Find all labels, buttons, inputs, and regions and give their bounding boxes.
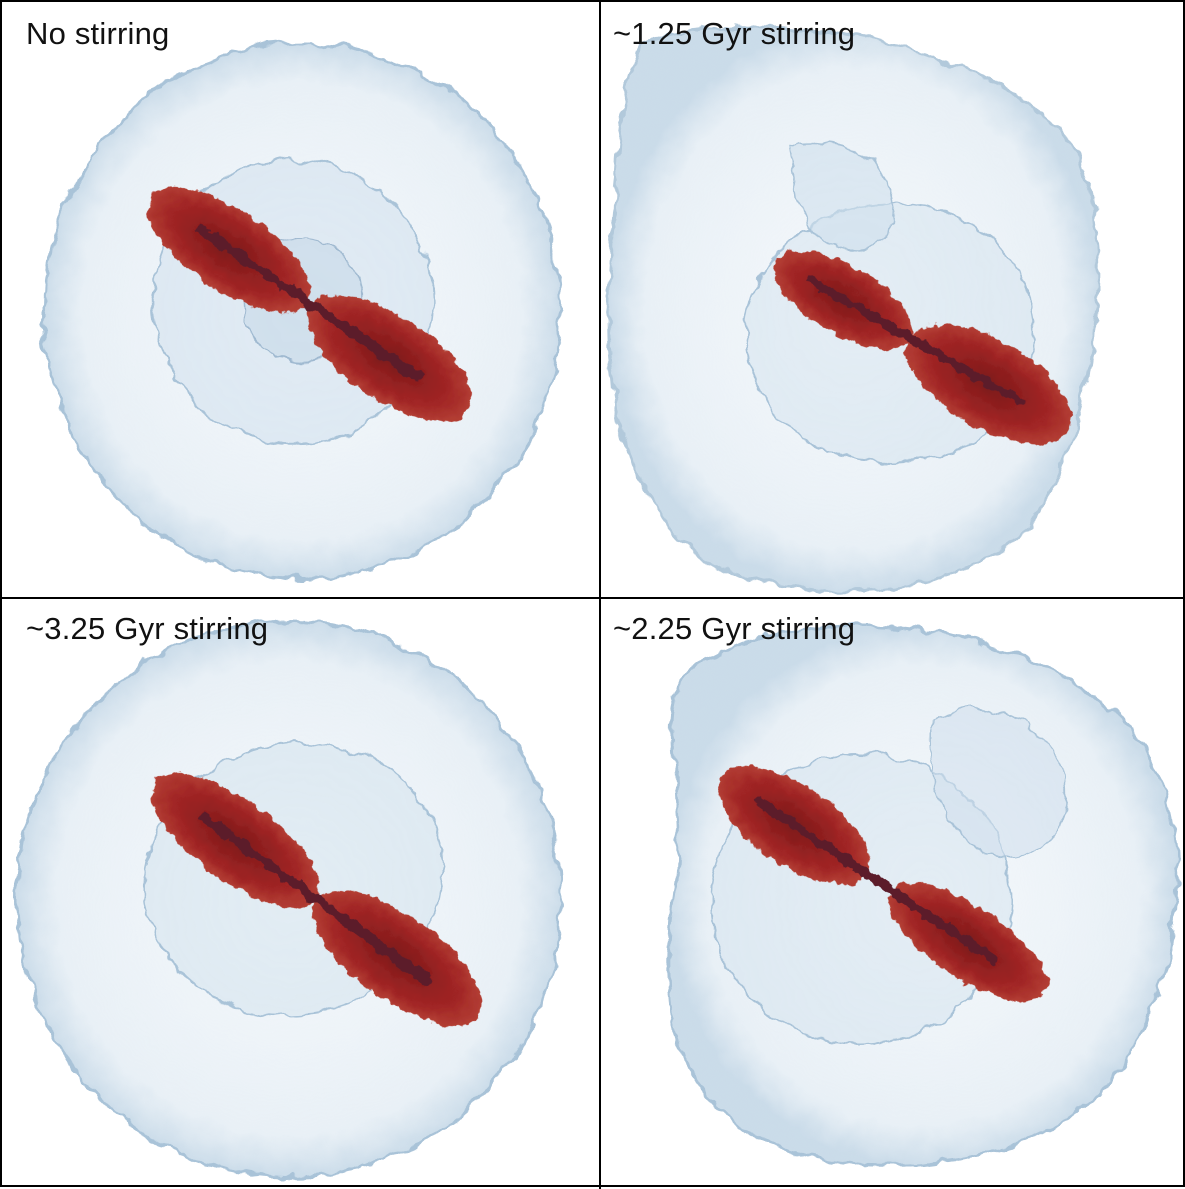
panel-label: ~1.25 Gyr stirring bbox=[613, 16, 856, 51]
halo-lobe bbox=[790, 141, 894, 251]
panel-no-stirring: No stirring bbox=[4, 4, 599, 597]
vertical-divider bbox=[599, 2, 601, 1189]
simulation-render-2-25-gyr bbox=[667, 623, 1179, 1167]
bar-structure bbox=[717, 765, 1047, 1003]
panel-1-25-gyr: ~1.25 Gyr stirring bbox=[601, 4, 1185, 597]
halo-lobe bbox=[929, 708, 1068, 859]
bar-structure bbox=[146, 187, 472, 422]
panel-3-25-gyr: ~3.25 Gyr stirring bbox=[4, 599, 599, 1187]
panel-label: No stirring bbox=[26, 16, 170, 51]
bar-structure bbox=[150, 773, 482, 1026]
panel-label: ~2.25 Gyr stirring bbox=[613, 611, 856, 646]
horizontal-divider bbox=[2, 597, 1185, 599]
panel-2-25-gyr: ~2.25 Gyr stirring bbox=[601, 599, 1185, 1187]
simulation-render-1-25-gyr bbox=[607, 25, 1101, 592]
simulation-render-3-25-gyr bbox=[15, 619, 563, 1179]
bar-structure bbox=[773, 251, 1072, 444]
simulation-render-no-stirring bbox=[42, 41, 562, 581]
panel-label: ~3.25 Gyr stirring bbox=[26, 611, 269, 646]
